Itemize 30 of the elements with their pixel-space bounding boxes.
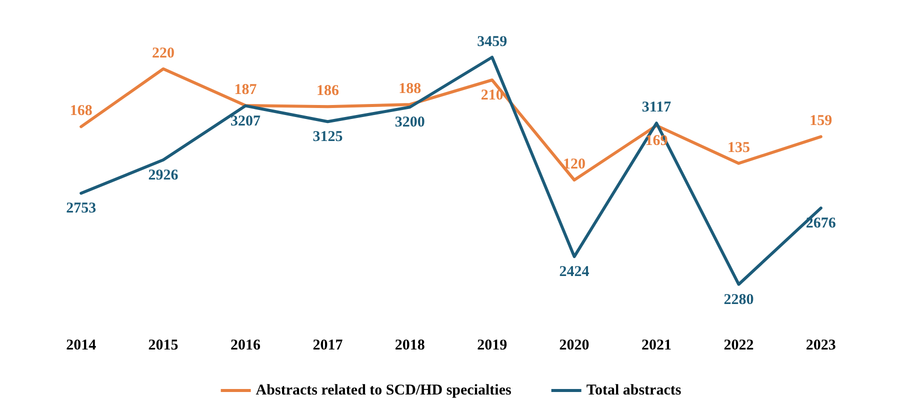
x-tick-label: 2015 [148,338,178,354]
x-tick-label: 2016 [230,338,261,354]
x-tick-label: 2017 [312,338,344,354]
x-tick-label: 2023 [806,338,836,354]
data-label: 159 [810,113,832,130]
x-tick-label: 2018 [394,338,425,354]
data-label: 2676 [806,216,836,232]
x-tick-label: 2022 [724,338,754,354]
legend-label: Total abstracts [586,382,682,398]
data-label: 120 [563,156,586,172]
data-label: 3125 [312,129,343,146]
x-tick-label: 2021 [642,338,672,354]
data-label: 3200 [394,114,425,131]
x-tick-label: 2020 [559,338,590,354]
data-label: 3459 [477,34,508,50]
data-label: 135 [727,140,750,156]
data-label: 220 [152,45,175,62]
data-label: 168 [70,103,92,120]
data-label: 2424 [559,264,590,280]
x-tick-label: 2014 [66,338,97,354]
data-label: 186 [316,83,340,100]
data-label: 2753 [66,200,96,217]
legend-label: Abstracts related to SCD/HD specialties [256,382,512,398]
x-tick-label: 2019 [477,338,508,354]
data-label: 3207 [230,113,261,130]
data-label: 2926 [148,167,179,184]
data-label: 2280 [724,292,754,308]
data-label: 3117 [642,100,672,116]
data-label: 188 [398,80,422,97]
data-label: 187 [234,82,258,98]
